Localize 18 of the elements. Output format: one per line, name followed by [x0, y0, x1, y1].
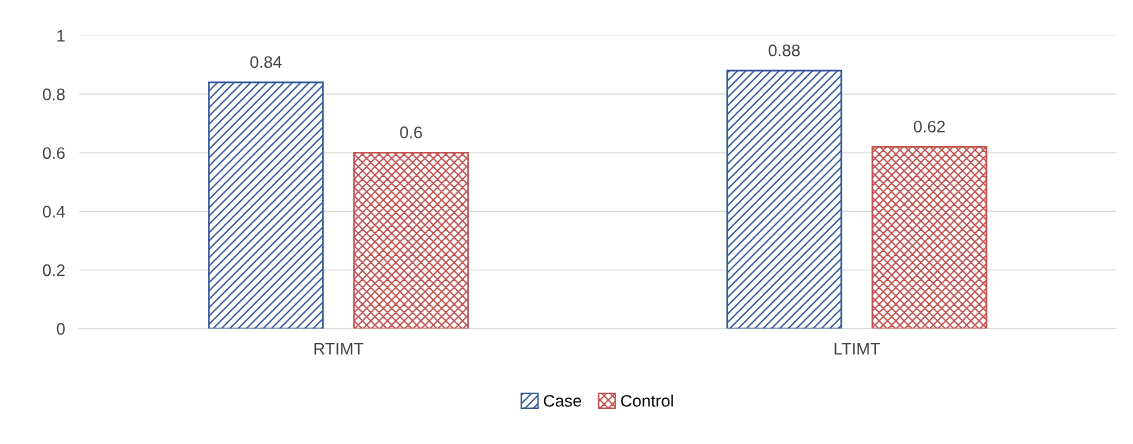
- data-label: 0.84: [250, 56, 282, 68]
- y-tick-label: 1: [57, 30, 65, 42]
- bar: [208, 81, 324, 329]
- bar: [726, 69, 843, 329]
- data-label: 0.6: [400, 126, 422, 139]
- data-label: 0.88: [768, 44, 800, 57]
- y-tick-label: 0.4: [42, 205, 65, 218]
- data-label: 0.62: [913, 120, 945, 133]
- bar: [353, 151, 469, 329]
- y-tick-label: 0.8: [42, 88, 65, 101]
- y-tick-label: 0.2: [42, 264, 65, 277]
- bar: [871, 146, 988, 329]
- y-tick-label: 0.6: [42, 147, 65, 159]
- x-tick-label: RTIMT: [314, 343, 364, 355]
- legend-label: Case: [543, 394, 582, 407]
- y-tick-label: 0: [56, 322, 65, 335]
- legend-label: Control: [621, 394, 673, 407]
- x-tick-label: LTIMT: [834, 343, 880, 355]
